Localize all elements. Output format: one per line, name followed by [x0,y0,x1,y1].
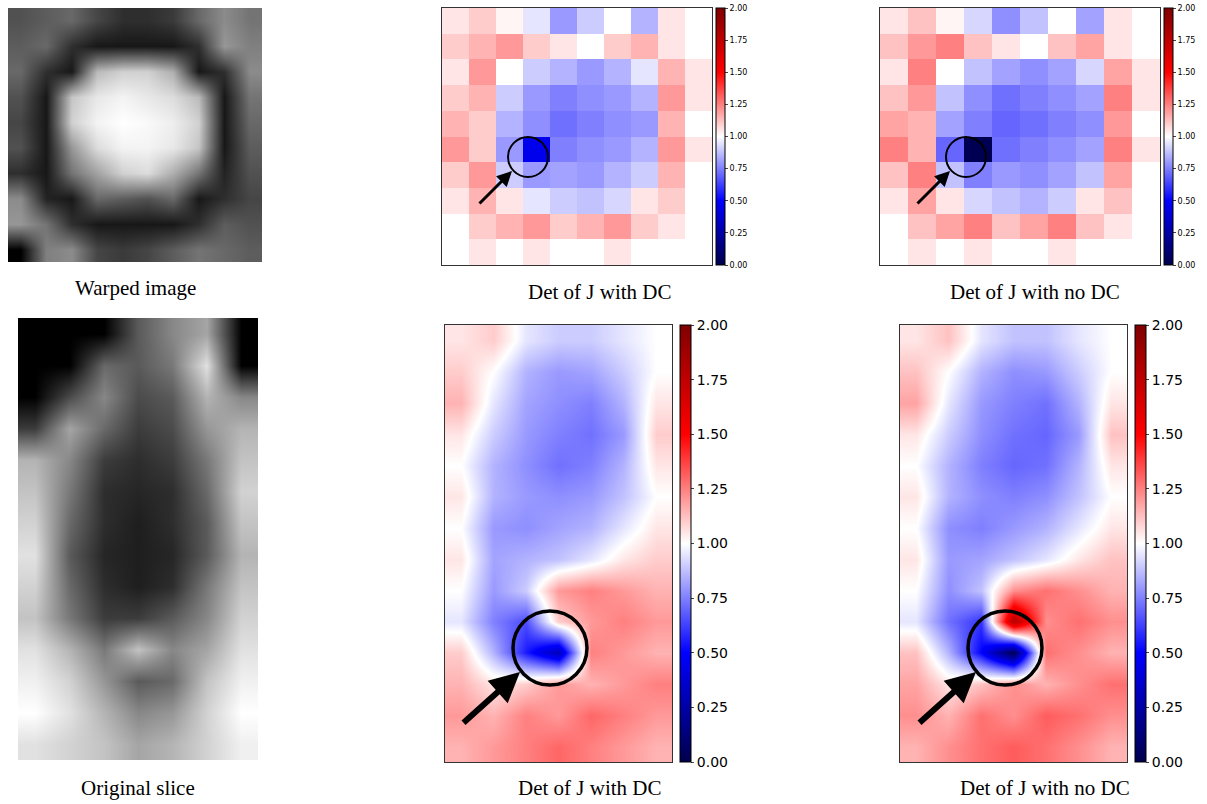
svg-text:0.75: 0.75 [1152,590,1183,606]
svg-text:0.25: 0.25 [1152,699,1183,715]
svg-text:0.00: 0.00 [1178,261,1196,270]
svg-text:1.50: 1.50 [697,426,728,442]
svg-text:1.25: 1.25 [697,481,728,497]
svg-text:0.50: 0.50 [697,645,728,661]
svg-text:1.50: 1.50 [730,68,748,77]
svg-text:1.75: 1.75 [730,36,748,45]
svg-text:1.00: 1.00 [1178,132,1196,141]
svg-text:0.25: 0.25 [697,699,728,715]
svg-text:0.50: 0.50 [730,197,748,206]
svg-text:Warped image: Warped image [75,276,196,300]
svg-text:0.25: 0.25 [730,229,748,238]
svg-text:2.00: 2.00 [697,317,728,333]
svg-text:0.75: 0.75 [697,590,728,606]
svg-text:0.25: 0.25 [1178,229,1196,238]
svg-text:0.75: 0.75 [730,164,748,173]
svg-text:Det of J with DC: Det of J with DC [518,776,662,800]
svg-text:Det of J with DC: Det of J with DC [528,280,672,304]
svg-text:Det of J with no DC: Det of J with no DC [960,776,1130,800]
svg-text:0.00: 0.00 [730,261,748,270]
svg-text:2.00: 2.00 [1152,317,1183,333]
svg-text:Original slice: Original slice [81,776,195,800]
svg-text:Det of J with no DC: Det of J with no DC [950,280,1120,304]
svg-text:1.75: 1.75 [697,372,728,388]
svg-text:2.00: 2.00 [730,4,748,13]
svg-text:1.25: 1.25 [1178,100,1196,109]
svg-text:0.00: 0.00 [697,754,728,770]
svg-text:1.00: 1.00 [697,535,728,551]
svg-text:1.00: 1.00 [730,132,748,141]
svg-text:1.75: 1.75 [1178,36,1196,45]
svg-text:0.00: 0.00 [1152,754,1183,770]
svg-text:1.25: 1.25 [1152,481,1183,497]
svg-text:1.75: 1.75 [1152,372,1183,388]
svg-text:0.75: 0.75 [1178,164,1196,173]
svg-text:1.50: 1.50 [1152,426,1183,442]
svg-text:1.25: 1.25 [730,100,748,109]
svg-text:0.50: 0.50 [1178,197,1196,206]
svg-text:0.50: 0.50 [1152,645,1183,661]
svg-text:1.00: 1.00 [1152,535,1183,551]
svg-text:2.00: 2.00 [1178,4,1196,13]
svg-text:1.50: 1.50 [1178,68,1196,77]
